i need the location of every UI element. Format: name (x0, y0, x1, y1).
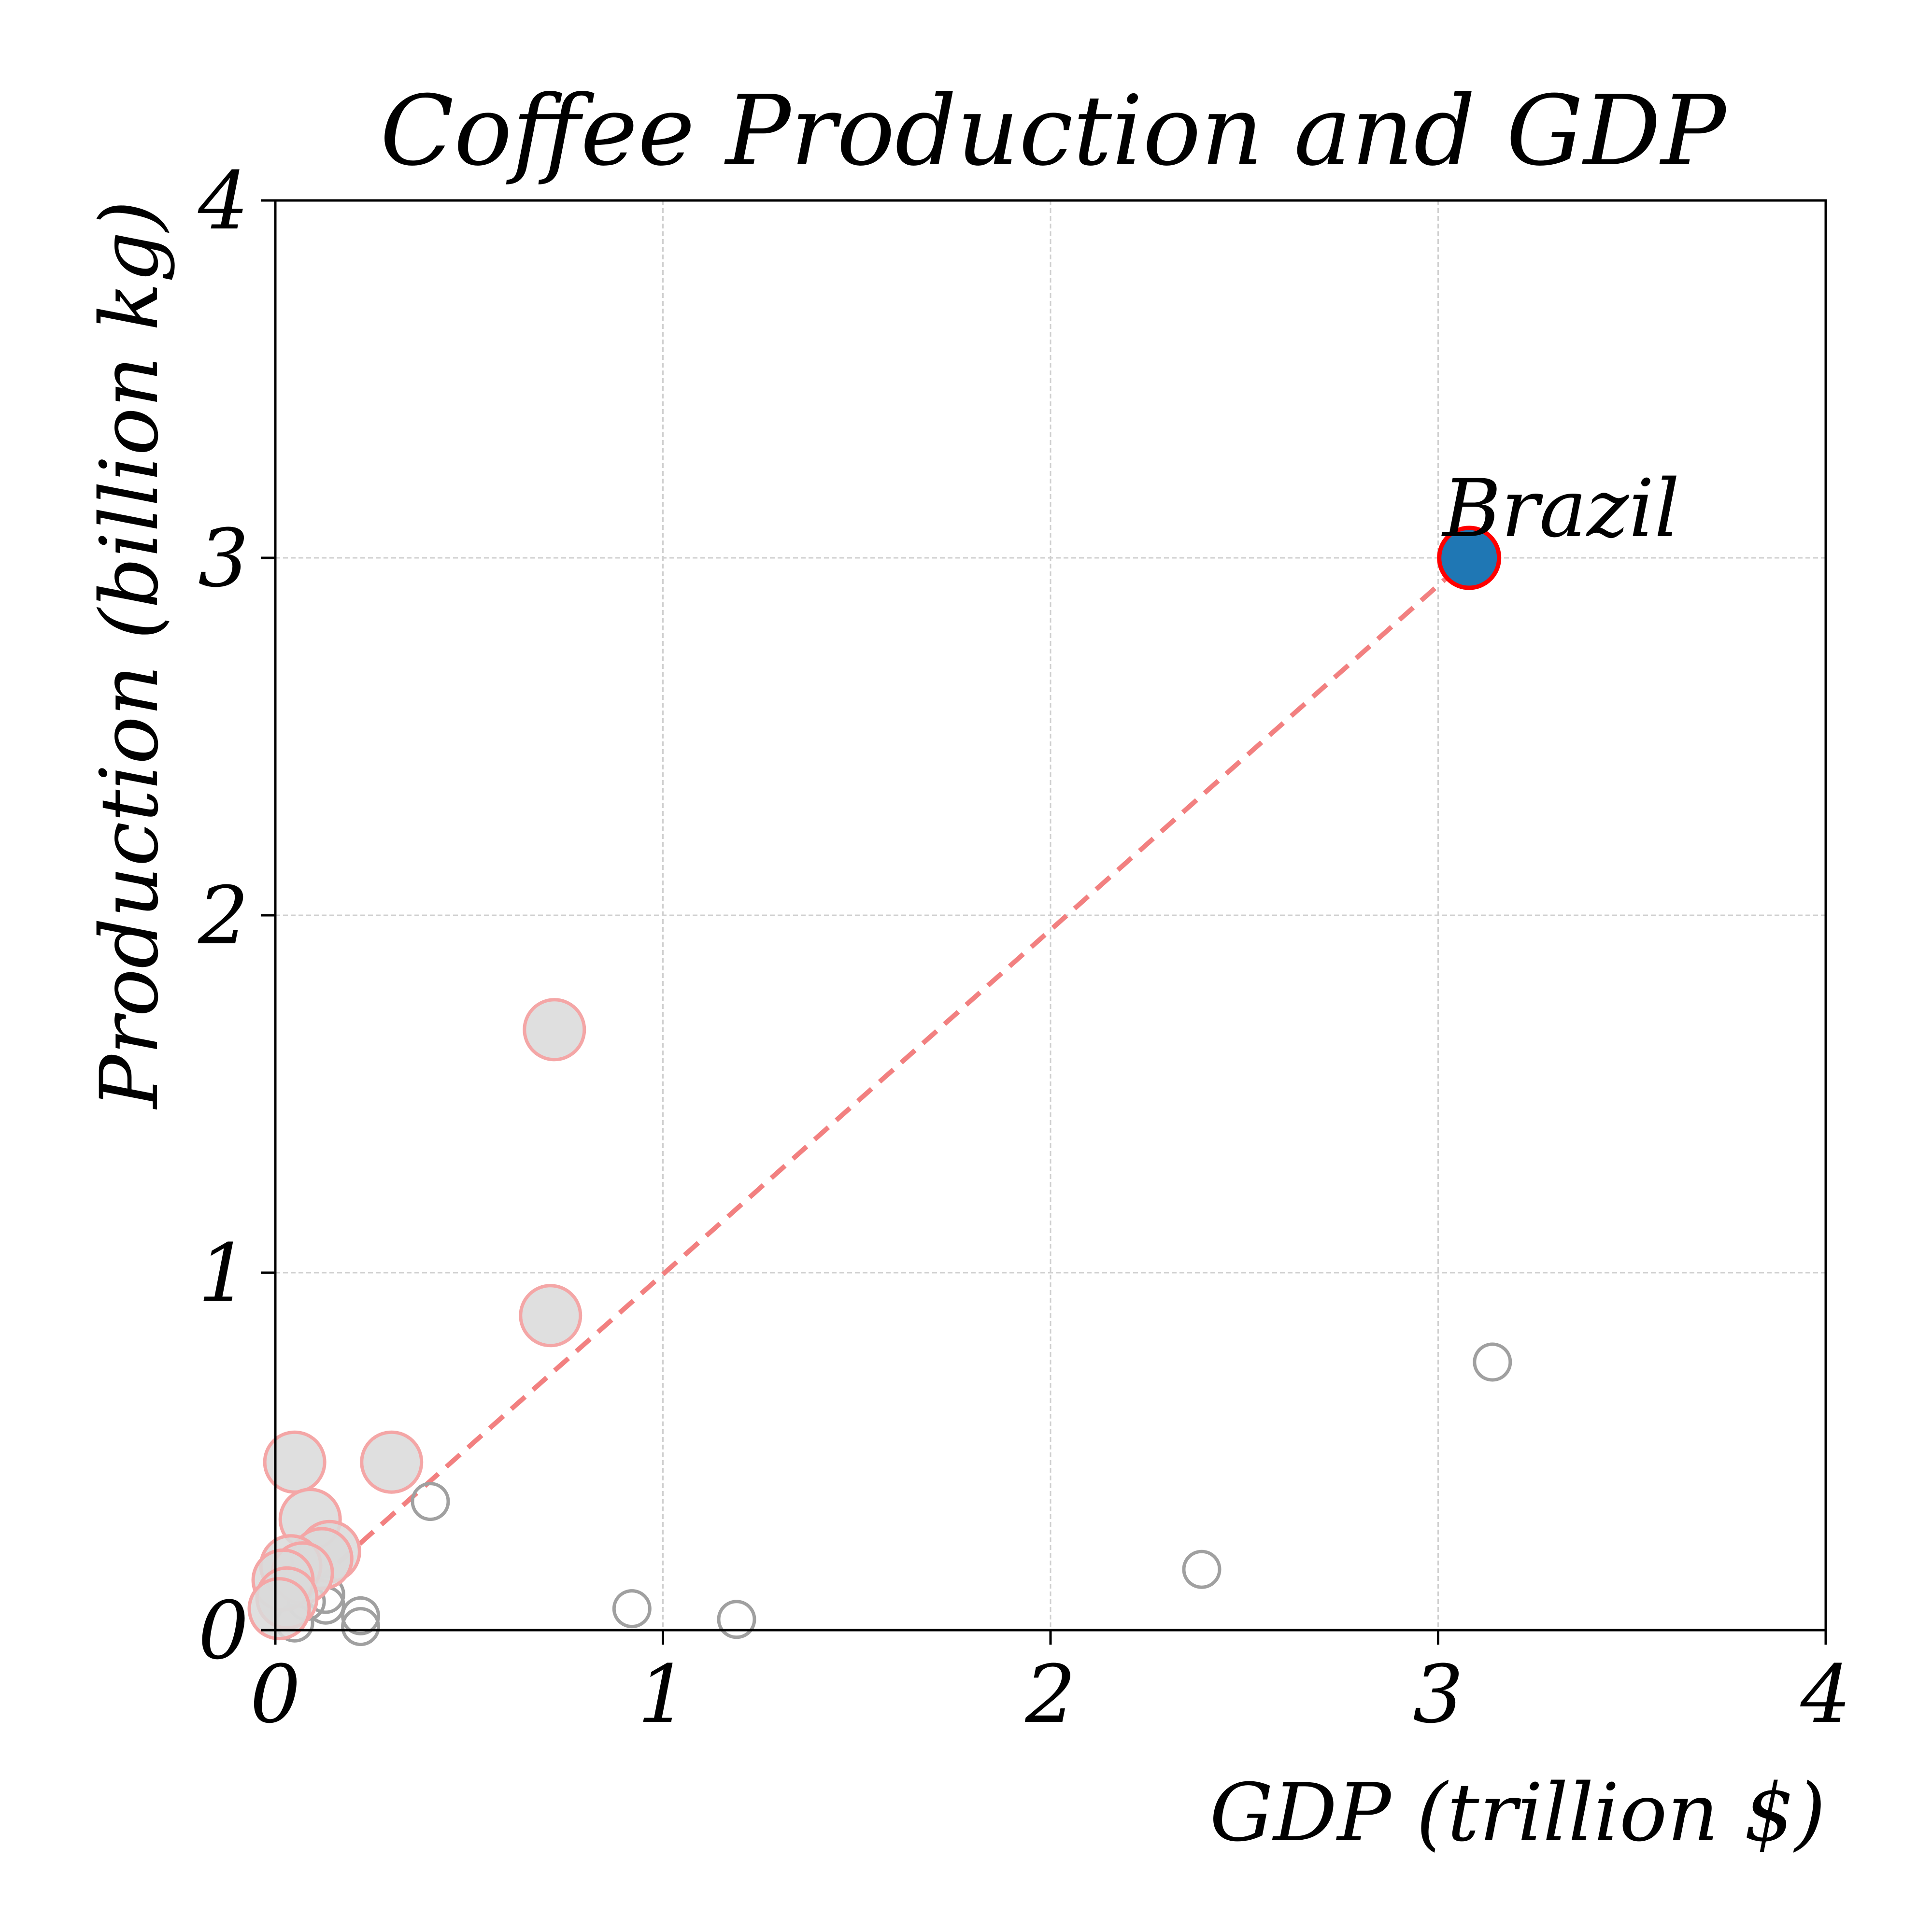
faded-point (519, 1284, 582, 1348)
y-tick-label: 4 (198, 155, 249, 247)
x-tick-label: 4 (1800, 1648, 1851, 1741)
chart-title: Coffee Production and GDP (380, 75, 1728, 187)
trend-line-group (293, 556, 1471, 1604)
y-tick-label: 2 (198, 869, 249, 962)
y-tick-label: 0 (198, 1584, 249, 1677)
outline-point (717, 1600, 756, 1639)
grid-lines (275, 200, 1826, 1630)
outline-point (341, 1596, 381, 1635)
x-tick-label: 2 (1025, 1648, 1076, 1741)
faded-point (247, 1577, 311, 1641)
outline-point (612, 1589, 652, 1629)
outline-point (411, 1482, 450, 1521)
highlight-point (1437, 526, 1502, 590)
faded-point (360, 1430, 424, 1494)
faded-point (523, 998, 586, 1062)
x-tick-label: 1 (638, 1648, 688, 1741)
x-tick-label: 3 (1413, 1648, 1463, 1741)
x-axis-label: GDP (trillion $) (1209, 1766, 1826, 1859)
axis-ticks: 0 1 2 3 4 0 1 2 3 4 (198, 155, 1851, 1741)
outline-point (341, 1607, 381, 1647)
highlight-label: Brazil (1441, 462, 1680, 555)
outline-point (1473, 1342, 1512, 1382)
y-tick-label: 3 (198, 512, 249, 605)
trend-line (293, 556, 1471, 1604)
faded-point (263, 1430, 327, 1494)
x-tick-label: 0 (250, 1648, 301, 1741)
y-tick-label: 1 (198, 1227, 249, 1320)
outline-point (1182, 1549, 1222, 1589)
data-points: Brazil (247, 462, 1680, 1647)
y-axis-label: Production (billion kg) (83, 200, 176, 1110)
